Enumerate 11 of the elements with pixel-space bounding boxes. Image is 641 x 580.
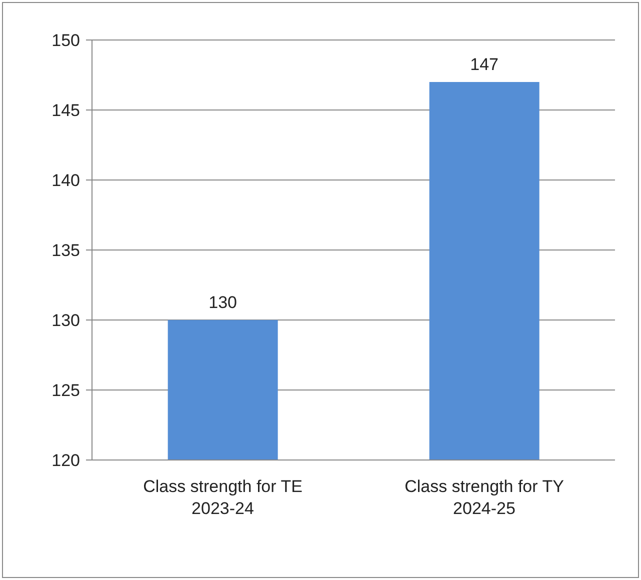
y-tick-label: 120 <box>52 451 80 470</box>
y-tick-label: 145 <box>52 101 80 120</box>
y-tick-label: 140 <box>52 171 80 190</box>
x-tick-label: Class strength for TE 2023-24 <box>143 477 302 518</box>
y-tick-label: 130 <box>52 311 80 330</box>
y-tick-label: 150 <box>52 31 80 50</box>
data-label: 130 <box>208 293 238 312</box>
x-tick-label: Class strength for TY 2024-25 <box>404 477 564 518</box>
y-tick-label: 135 <box>52 241 80 260</box>
y-tick-label: 125 <box>52 381 80 400</box>
data-label: 147 <box>470 55 499 74</box>
